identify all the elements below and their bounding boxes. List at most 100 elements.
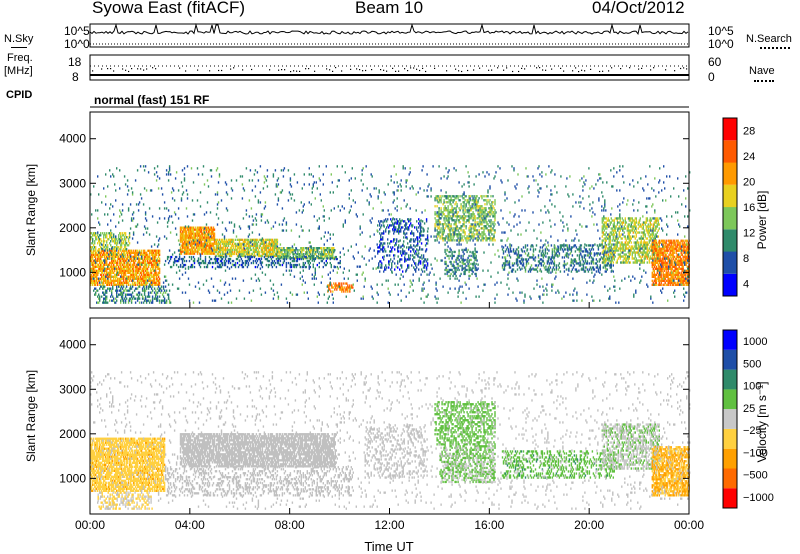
data-cell	[137, 269, 140, 272]
data-cell	[610, 266, 612, 269]
data-cell	[206, 263, 209, 267]
data-cell	[109, 261, 111, 264]
data-cell	[276, 240, 279, 243]
data-cell	[150, 291, 153, 294]
data-cell	[106, 275, 108, 278]
data-cell	[544, 248, 547, 251]
data-cell	[619, 223, 621, 226]
data-cell	[625, 259, 627, 262]
data-cell	[193, 246, 196, 249]
data-cell	[625, 245, 627, 248]
data-cell	[447, 254, 449, 258]
data-cell	[458, 268, 460, 272]
data-cell	[112, 271, 114, 274]
nave-dot	[416, 68, 418, 70]
data-cell	[436, 229, 438, 232]
data-cell	[487, 223, 489, 226]
data-cell	[399, 260, 401, 263]
data-cell	[144, 275, 147, 278]
data-cell	[464, 199, 466, 202]
data-cell	[349, 290, 351, 293]
data-cell	[379, 246, 381, 249]
data-cell	[125, 242, 128, 245]
data-cell	[90, 257, 92, 260]
data-cell	[105, 267, 107, 270]
data-cell	[472, 211, 474, 214]
data-cell	[204, 257, 207, 261]
data-cell	[128, 263, 131, 266]
data-cell	[271, 259, 274, 263]
data-cell	[138, 277, 141, 280]
data-cell	[126, 269, 129, 272]
data-cell	[616, 261, 618, 264]
data-cell	[589, 254, 592, 257]
data-cell	[631, 217, 633, 220]
data-cell	[309, 255, 311, 259]
data-cell	[128, 257, 131, 260]
data-cell	[95, 265, 97, 268]
data-cell	[576, 254, 579, 257]
data-cell	[256, 238, 259, 241]
data-cell	[592, 260, 595, 263]
data-cell	[542, 244, 545, 247]
data-cell	[285, 263, 288, 267]
data-cell	[113, 263, 115, 266]
data-cell	[140, 293, 143, 296]
data-cell	[381, 224, 383, 227]
data-cell	[443, 219, 445, 222]
data-cell	[622, 245, 624, 248]
data-cell	[141, 263, 144, 266]
data-cell	[551, 248, 554, 251]
data-cell	[124, 279, 127, 282]
data-cell	[118, 281, 120, 284]
nave-dot	[572, 70, 574, 72]
data-cell	[456, 268, 458, 272]
data-cell	[302, 257, 304, 261]
data-cell	[103, 238, 105, 241]
data-cell	[145, 275, 148, 278]
nave-dot	[359, 69, 361, 71]
data-cell	[629, 253, 631, 256]
data-cell	[142, 249, 145, 252]
data-cell	[613, 233, 615, 236]
nave-dot	[380, 69, 382, 71]
data-cell	[103, 242, 105, 245]
data-cell	[125, 269, 128, 272]
data-cell	[193, 265, 196, 269]
data-cell	[122, 271, 125, 274]
data-cell	[94, 255, 96, 258]
data-cell	[492, 201, 494, 204]
nave-dot	[620, 68, 622, 70]
data-cell	[118, 279, 120, 282]
data-cell	[563, 266, 566, 269]
data-cell	[121, 287, 124, 290]
data-cell	[625, 221, 627, 224]
data-cell	[138, 273, 141, 276]
data-cell	[111, 289, 113, 292]
data-cell	[385, 230, 387, 233]
data-cell	[134, 273, 137, 276]
data-cell	[543, 262, 546, 265]
data-cell	[122, 299, 125, 302]
data-cell	[609, 237, 611, 240]
data-cell	[449, 229, 451, 232]
data-cell	[420, 230, 423, 233]
data-cell	[508, 262, 511, 265]
data-cell	[476, 195, 478, 198]
data-cell	[578, 258, 581, 261]
data-cell	[607, 247, 609, 250]
data-cell	[128, 232, 131, 235]
data-cell	[469, 274, 471, 278]
data-cell	[479, 235, 481, 238]
data-cell	[104, 257, 106, 260]
data-cell	[343, 282, 345, 285]
data-cell	[592, 262, 595, 265]
data-cell	[414, 256, 416, 259]
data-cell	[96, 253, 98, 256]
data-cell	[487, 199, 489, 202]
data-cell	[123, 267, 126, 270]
data-cell	[108, 265, 110, 268]
data-cell	[416, 228, 418, 231]
data-cell	[596, 244, 599, 247]
data-cell	[130, 251, 133, 254]
